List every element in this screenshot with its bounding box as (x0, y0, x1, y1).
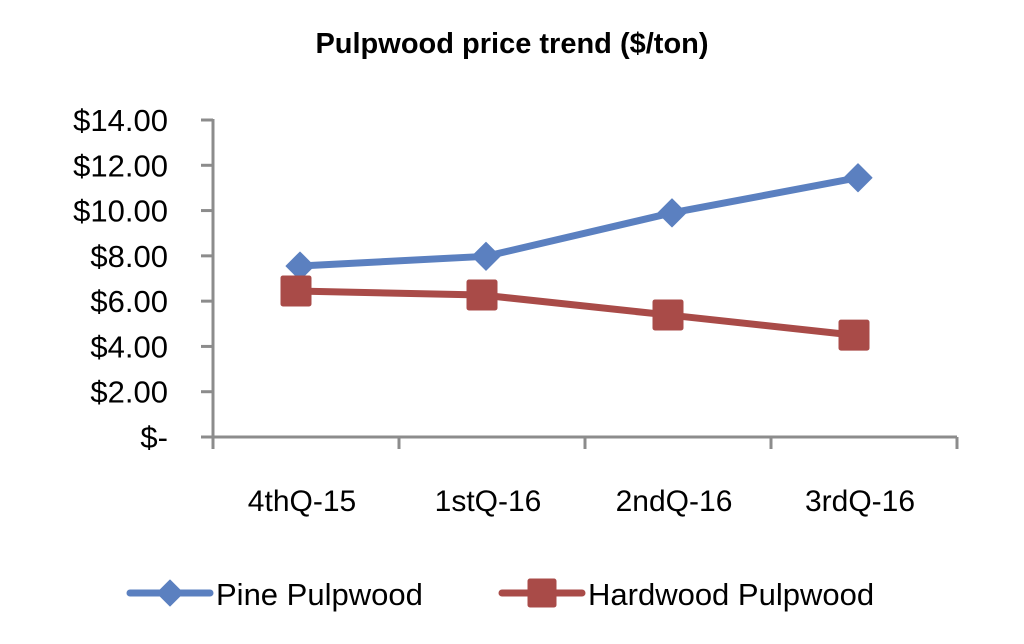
y-tick-label: $10.00 (73, 194, 168, 229)
diamond-marker-icon (471, 241, 501, 271)
square-marker-icon (527, 578, 557, 608)
chart-title: Pulpwood price trend ($/ton) (315, 28, 709, 60)
diamond-marker-icon (156, 579, 184, 607)
y-tick-label: $6.00 (90, 284, 168, 319)
series-hardwood-pulpwood (280, 275, 870, 351)
legend-label: Hardwood Pulpwood (588, 577, 874, 612)
y-tick-label: $2.00 (90, 375, 168, 410)
x-tick-label: 3rdQ-16 (805, 485, 915, 518)
square-marker-icon (466, 279, 498, 311)
series-layer (280, 163, 873, 351)
square-marker-icon (280, 275, 312, 307)
square-marker-icon (652, 299, 684, 331)
x-tick-label: 2ndQ-16 (616, 485, 733, 518)
legend-item-hardwood-pulpwood: Hardwood Pulpwood (498, 577, 874, 612)
y-tick-label: $12.00 (73, 148, 168, 183)
y-axis: $- $2.00 $4.00 $6.00 $8.00 $10.00 $12.00 $14.00 (73, 103, 215, 455)
series-pine-pulpwood (285, 163, 873, 281)
square-marker-icon (838, 319, 870, 351)
legend-label: Pine Pulpwood (216, 577, 423, 612)
y-tick-label: $8.00 (90, 239, 168, 274)
x-axis: 4thQ-15 1stQ-16 2ndQ-16 3rdQ-16 (201, 435, 959, 518)
series-line (292, 287, 858, 339)
legend: Pine Pulpwood Hardwood Pulpwood (126, 577, 874, 612)
y-tick-label: $4.00 (90, 329, 168, 364)
diamond-marker-icon (843, 163, 873, 193)
y-tick-label: $- (140, 420, 168, 455)
x-tick-label: 4thQ-15 (248, 485, 356, 518)
y-tick-label: $14.00 (73, 103, 168, 138)
series-line (296, 174, 862, 270)
x-tick-label: 1stQ-16 (435, 485, 542, 518)
legend-item-pine-pulpwood: Pine Pulpwood (126, 577, 423, 612)
diamond-marker-icon (657, 198, 687, 228)
